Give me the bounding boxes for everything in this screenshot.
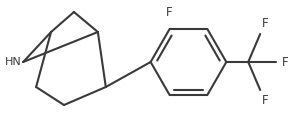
Text: F: F xyxy=(262,17,269,30)
Text: F: F xyxy=(166,6,173,19)
Text: F: F xyxy=(262,94,269,107)
Text: F: F xyxy=(282,56,289,68)
Text: HN: HN xyxy=(5,57,21,67)
